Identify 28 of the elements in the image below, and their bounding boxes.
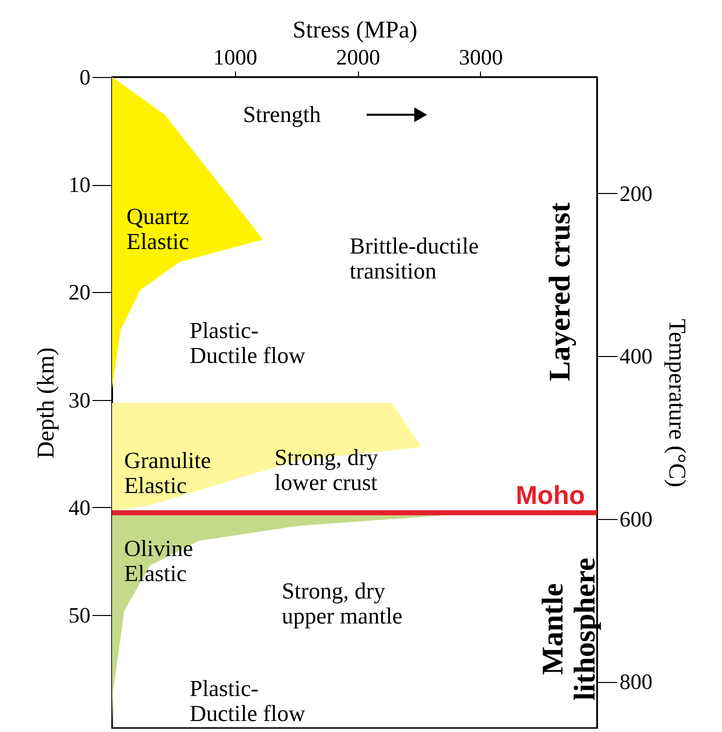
annotation: Quartz Elastic — [126, 204, 190, 254]
ref-line-label: Moho — [516, 480, 585, 510]
annotation: Strong, dry lower crust — [274, 444, 378, 495]
x-axis-title: Stress (MPa) — [292, 18, 418, 44]
y-tick-label: 40 — [68, 494, 90, 520]
y-tick-label: 0 — [80, 64, 90, 90]
y2-axis-title: Temperature (°C) — [664, 318, 690, 488]
y-tick-label: 50 — [68, 602, 90, 628]
x-tick-label: 1000 — [213, 44, 258, 70]
y2-tick-label: 800 — [620, 669, 652, 694]
annotation: Plastic- Ductile flow — [190, 318, 306, 368]
annotation: Olivine Elastic — [124, 536, 194, 586]
annotation: Mantle lithosphere — [536, 558, 602, 700]
y-tick-label: 20 — [68, 280, 90, 305]
y-tick-label: 30 — [68, 387, 90, 412]
y-tick-label: 10 — [68, 172, 90, 198]
annotation: Strength — [242, 102, 322, 127]
annotation: Granulite Elastic — [124, 448, 211, 498]
y-axis-title: Depth (km) — [34, 347, 60, 459]
x-tick-label: 2000 — [336, 44, 380, 70]
annotation: Strong, dry upper mantle — [282, 578, 402, 628]
y2-tick-label: 200 — [620, 180, 652, 206]
annotation: Plastic- Ductile flow — [190, 676, 306, 726]
annotation: Brittle-ductile transition — [350, 233, 479, 284]
x-tick-label: 3000 — [458, 44, 503, 70]
y2-tick-label: 600 — [620, 506, 652, 532]
y2-tick-label: 400 — [620, 344, 652, 369]
annotation: Layered crust — [544, 202, 577, 382]
